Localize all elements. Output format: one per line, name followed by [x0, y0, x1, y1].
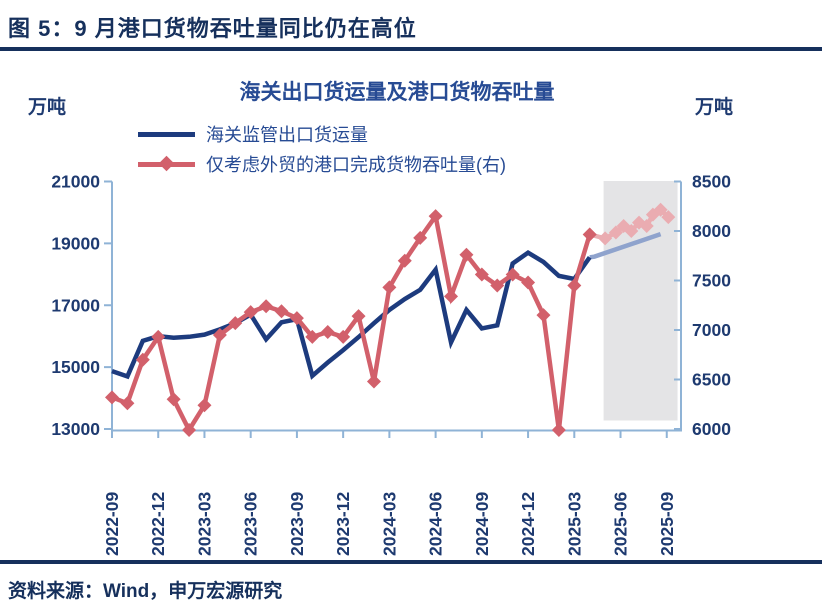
series-line-export_freight_solid [111, 249, 592, 380]
series-marker-port_throughput_solid [151, 329, 166, 344]
series-marker-port_throughput_faded [639, 219, 654, 234]
series-marker-port_throughput_solid [274, 304, 289, 319]
series-marker-port_throughput_solid [428, 209, 443, 224]
series-marker-port_throughput_solid [166, 392, 181, 407]
x-tick-label: 2023-09 [287, 492, 307, 556]
x-tick-label: 2024-03 [379, 492, 399, 556]
y-right-tick-label: 6000 [692, 419, 731, 439]
x-tick-label: 2023-03 [194, 492, 214, 556]
legend-item-port-throughput: 仅考虑外贸的港口完成货物吞吐量(右) [138, 149, 506, 179]
x-tick-label: 2023-12 [333, 492, 353, 556]
legend: 海关监管出口货运量 仅考虑外贸的港口完成货物吞吐量(右) [138, 119, 506, 179]
x-tick-label: 2025-03 [564, 492, 584, 556]
series-line-port_throughput_solid [111, 210, 592, 435]
series-marker-port_throughput_solid [382, 280, 397, 295]
legend-line-swatch-blue [138, 131, 195, 137]
x-tick-label: 2024-09 [472, 492, 492, 556]
series-marker-port_throughput_solid [505, 267, 520, 282]
footer-divider [0, 560, 822, 564]
series-marker-port_throughput_solid [397, 253, 412, 268]
series-marker-port_throughput_solid [459, 247, 474, 262]
series-marker-port_throughput_solid [105, 390, 119, 405]
y-right-tick-label: 6500 [692, 370, 731, 390]
series-marker-port_throughput_solid [351, 309, 366, 324]
series-marker-port_throughput_solid [305, 329, 320, 344]
title-underline [0, 47, 822, 51]
series-marker-port_throughput_solid [444, 289, 459, 304]
series-marker-port_throughput_solid [212, 327, 227, 342]
x-tick-label: 2022-09 [102, 492, 122, 556]
series-marker-port_throughput_solid [536, 308, 551, 323]
series-marker-port_throughput_solid [120, 396, 135, 411]
right-axis-unit-label: 万吨 [695, 97, 734, 118]
y-right-tick-label: 7000 [692, 320, 731, 340]
y-right-tick-label: 8500 [692, 172, 731, 192]
series-marker-port_throughput_faded [653, 202, 668, 217]
series-marker-port_throughput_solid [336, 329, 351, 344]
chart-title: 海关出口货运量及港口货物吞吐量 [239, 81, 555, 104]
series-marker-port_throughput_solid [289, 311, 304, 326]
legend-line-swatch-red [138, 155, 195, 171]
y-left-tick-label: 13000 [51, 419, 100, 439]
series-marker-port_throughput_solid [413, 230, 428, 245]
y-left-tick-label: 15000 [51, 357, 100, 377]
series-marker-port_throughput_solid [474, 267, 489, 282]
series-marker-port_throughput_faded [598, 231, 613, 246]
y-left-tick-label: 17000 [51, 295, 100, 315]
x-tick-label: 2023-06 [241, 492, 261, 556]
y-right-tick-label: 7500 [692, 271, 731, 291]
series-marker-port_throughput_solid [182, 422, 197, 437]
series-marker-port_throughput_solid [490, 278, 505, 293]
y-left-tick-label: 21000 [51, 172, 100, 192]
y-right-tick-label: 8000 [692, 221, 731, 241]
series-marker-port_throughput_solid [259, 299, 274, 314]
x-tick-label: 2025-09 [657, 492, 677, 556]
series-marker-port_throughput_solid [567, 278, 582, 293]
legend-label-export-freight: 海关监管出口货运量 [206, 125, 368, 145]
left-axis-unit-label: 万吨 [28, 97, 67, 118]
series-marker-port_throughput_solid [135, 352, 150, 367]
series-marker-port_throughput_solid [243, 305, 258, 320]
series-line-export_freight_faded [589, 231, 662, 260]
figure-title: 图 5：9 月港口货物吞吐量同比仍在高位 [8, 16, 417, 41]
source-text: 资料来源：Wind，申万宏源研究 [8, 581, 283, 602]
legend-label-port-throughput: 仅考虑外贸的港口完成货物吞吐量(右) [206, 155, 506, 175]
series-marker-port_throughput_solid [521, 275, 536, 290]
series-marker-port_throughput_faded [661, 210, 676, 225]
x-tick-label: 2022-12 [148, 492, 168, 556]
series-marker-port_throughput_faded [624, 224, 639, 238]
series-marker-port_throughput_faded [608, 225, 623, 240]
series-marker-port_throughput_solid [320, 324, 335, 339]
x-tick-label: 2025-06 [611, 492, 631, 556]
series-marker-port_throughput_solid [228, 316, 243, 331]
series-marker-port_throughput_solid [366, 374, 381, 389]
x-tick-label: 2024-06 [426, 492, 446, 556]
series-marker-port_throughput_solid [197, 398, 212, 413]
series-marker-port_throughput_solid [582, 227, 597, 242]
y-left-tick-label: 19000 [51, 233, 100, 253]
legend-item-export-freight: 海关监管出口货运量 [138, 119, 506, 149]
x-tick-label: 2024-12 [518, 492, 538, 556]
series-marker-port_throughput_solid [551, 422, 566, 437]
